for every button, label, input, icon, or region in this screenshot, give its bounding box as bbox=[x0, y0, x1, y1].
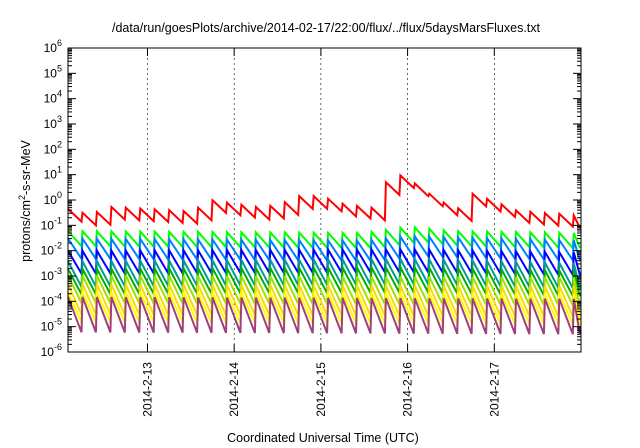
x-axis-title: Coordinated Universal Time (UTC) bbox=[227, 431, 419, 445]
y-tick-exp: -6 bbox=[54, 342, 62, 352]
y-tick-base: 10 bbox=[44, 117, 58, 131]
y-tick-base: 10 bbox=[44, 168, 58, 182]
y-tick-exp: 0 bbox=[57, 190, 62, 200]
y-tick-exp: 4 bbox=[57, 89, 62, 99]
y-tick-exp: -4 bbox=[54, 291, 62, 301]
y-tick-base: 10 bbox=[41, 294, 55, 308]
series-layer bbox=[67, 173, 581, 335]
series-line-1 bbox=[67, 173, 581, 229]
y-tick-exp: -3 bbox=[54, 266, 62, 276]
y-axis: 10-610-510-410-310-210-11001011021031041… bbox=[41, 38, 581, 359]
y-tick-label: 10-6 bbox=[41, 342, 62, 359]
y-tick-label: 10-3 bbox=[41, 266, 62, 283]
chart-title: /data/run/goesPlots/archive/2014-02-17/2… bbox=[112, 21, 541, 35]
y-tick-base: 10 bbox=[44, 92, 58, 106]
x-tick-label: 2014-2-14 bbox=[227, 362, 241, 417]
y-tick-exp: 1 bbox=[57, 165, 62, 175]
y-tick-base: 10 bbox=[41, 269, 55, 283]
y-tick-label: 101 bbox=[44, 165, 62, 182]
x-tick-label: 2014-2-16 bbox=[401, 362, 415, 417]
y-tick-base: 10 bbox=[44, 66, 58, 80]
y-tick-label: 106 bbox=[44, 38, 62, 55]
y-axis-title-pre: protons/cm bbox=[19, 200, 33, 262]
y-tick-base: 10 bbox=[41, 218, 55, 232]
x-tick-label: 2014-2-13 bbox=[140, 362, 154, 417]
y-tick-label: 10-4 bbox=[41, 291, 62, 308]
y-axis-title-post: -s-sr-MeV bbox=[19, 139, 33, 195]
y-tick-base: 10 bbox=[44, 41, 58, 55]
x-tick-label: 2014-2-17 bbox=[487, 362, 501, 417]
y-tick-exp: 6 bbox=[57, 38, 62, 48]
y-tick-base: 10 bbox=[44, 142, 58, 156]
grid bbox=[147, 48, 495, 352]
y-tick-base: 10 bbox=[44, 193, 58, 207]
y-axis-title-sup: 2 bbox=[17, 195, 27, 200]
y-tick-label: 104 bbox=[44, 89, 62, 106]
x-tick-label: 2014-2-15 bbox=[314, 362, 328, 417]
y-tick-base: 10 bbox=[41, 345, 55, 359]
x-axis: 2014-2-13 2014-2-14 2014-2-15 2014-2-16 2014… bbox=[140, 48, 501, 417]
y-tick-label: 10-2 bbox=[41, 241, 62, 258]
y-tick-label: 100 bbox=[44, 190, 62, 207]
y-tick-label: 105 bbox=[44, 63, 62, 80]
y-tick-exp: -1 bbox=[54, 215, 62, 225]
y-tick-exp: 5 bbox=[57, 63, 62, 73]
y-tick-exp: 3 bbox=[57, 114, 62, 124]
y-tick-label: 10-1 bbox=[41, 215, 62, 232]
y-tick-exp: 2 bbox=[57, 139, 62, 149]
y-tick-label: 10-5 bbox=[41, 317, 62, 334]
series-line-10 bbox=[67, 296, 581, 335]
y-tick-base: 10 bbox=[41, 320, 55, 334]
y-tick-exp: -2 bbox=[54, 241, 62, 251]
y-tick-label: 103 bbox=[44, 114, 62, 131]
y-tick-base: 10 bbox=[41, 244, 55, 258]
y-axis-title: protons/cm2-s-sr-MeV bbox=[17, 139, 33, 261]
y-tick-label: 102 bbox=[44, 139, 62, 156]
y-tick-exp: -5 bbox=[54, 317, 62, 327]
